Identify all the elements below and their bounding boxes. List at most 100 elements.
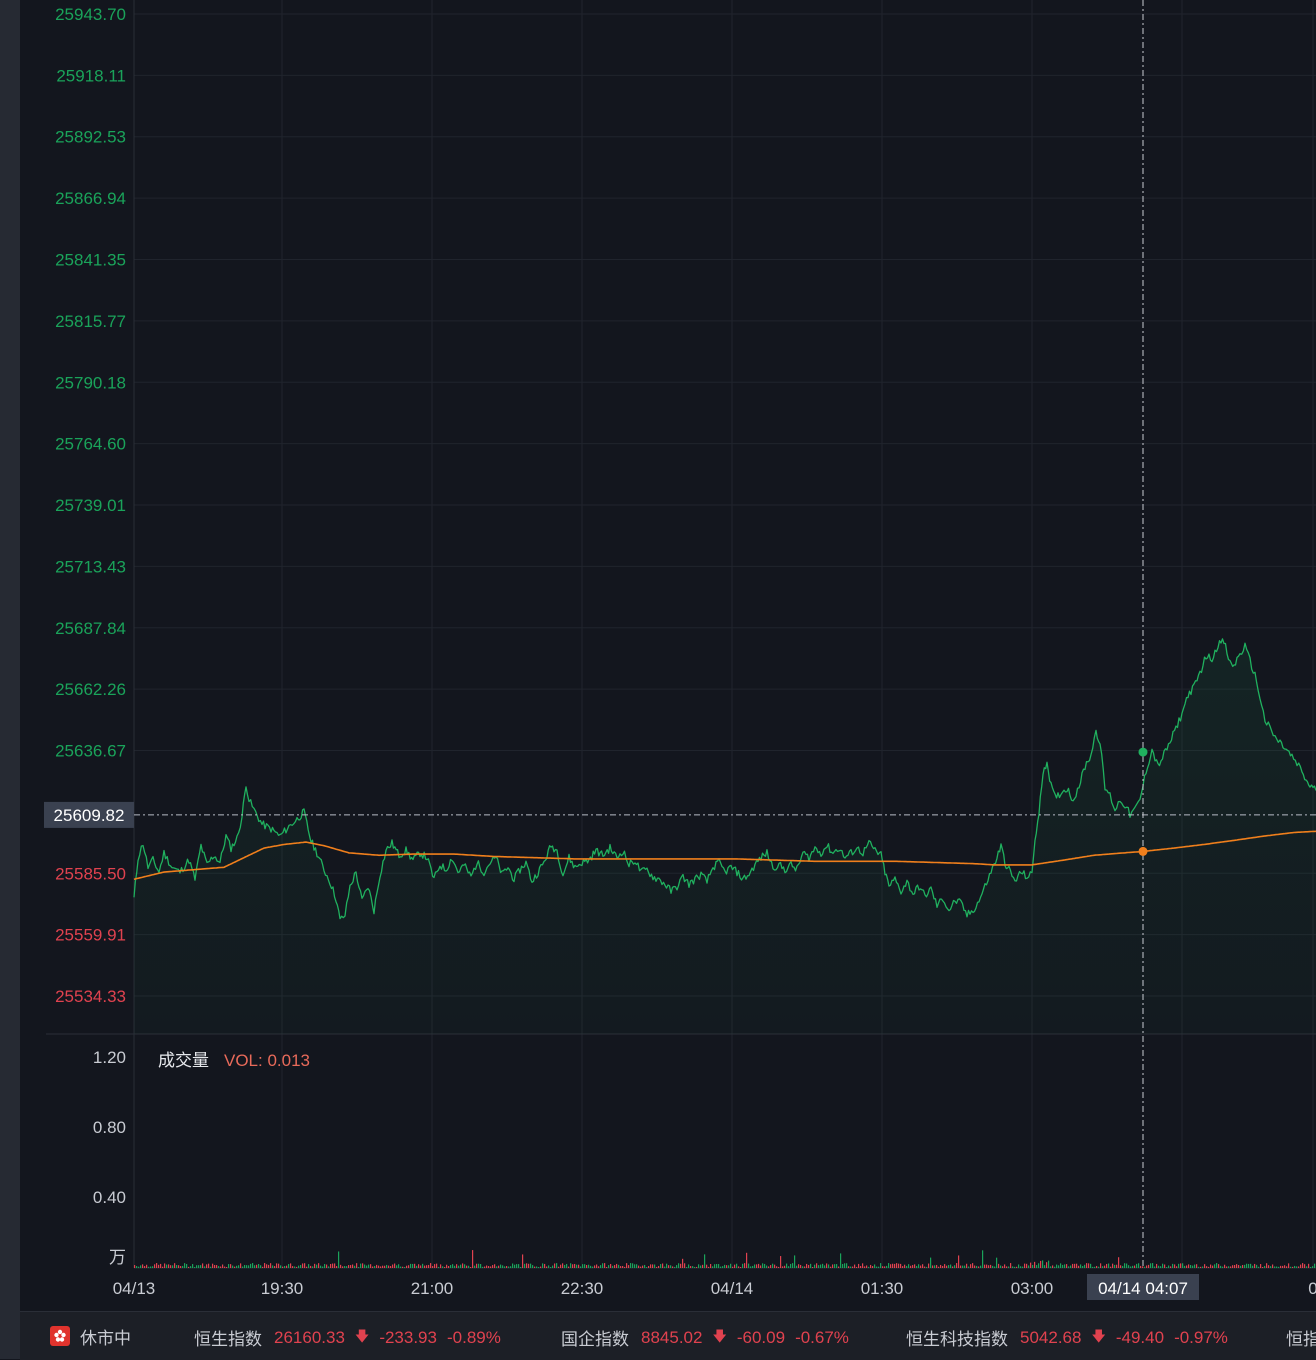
price-chart[interactable]: 25943.70 25918.11 25892.53 25866.94 25841.35… <box>20 0 1316 1310</box>
volume-bar <box>170 1265 172 1268</box>
volume-bar <box>1274 1266 1276 1268</box>
volume-bar <box>718 1264 720 1268</box>
volume-bar <box>526 1263 528 1268</box>
volume-bar <box>546 1266 548 1268</box>
volume-bar <box>214 1265 216 1268</box>
index-hstech[interactable]: 恒生科技指数 5042.68 🡇 -49.40 -0.97% <box>906 1325 1228 1350</box>
volume-bar <box>676 1265 678 1268</box>
price-line[interactable] <box>133 638 1316 920</box>
volume-bar <box>1040 1260 1042 1268</box>
average-line[interactable] <box>133 830 1316 881</box>
volume-bar <box>736 1263 738 1268</box>
volume-bar <box>396 1265 398 1268</box>
price-tick-label: 25764.60 <box>55 435 126 454</box>
volume-bar <box>638 1265 640 1268</box>
volume-bar <box>434 1264 436 1268</box>
chart-area[interactable]: 25943.70 25918.11 25892.53 25866.94 25841.35… <box>20 0 1316 1310</box>
volume-bar <box>1116 1264 1118 1268</box>
volume-bar <box>1232 1265 1234 1268</box>
volume-bar <box>1130 1266 1132 1268</box>
volume-bar <box>624 1266 626 1268</box>
volume-bar <box>1256 1264 1258 1268</box>
price-tick-label: 25585.50 <box>55 864 126 883</box>
volume-bar <box>1114 1264 1116 1268</box>
volume-bar <box>474 1265 476 1268</box>
volume-bar <box>1298 1266 1300 1268</box>
index-change: -60.09 <box>736 1327 786 1347</box>
volume-bar <box>1046 1262 1048 1268</box>
volume-bar <box>778 1266 780 1268</box>
volume-bar <box>1072 1263 1074 1268</box>
volume-bar <box>592 1266 594 1268</box>
volume-bar <box>360 1263 362 1268</box>
volume-bar <box>350 1265 352 1268</box>
volume-bar <box>846 1263 848 1268</box>
volume-bar <box>876 1266 878 1268</box>
volume-bar <box>996 1257 998 1268</box>
volume-bar <box>1084 1264 1086 1268</box>
volume-bar <box>510 1266 512 1268</box>
volume-bar <box>654 1264 656 1268</box>
volume-bar <box>764 1263 766 1268</box>
volume-bar <box>454 1265 456 1268</box>
volume-bar <box>1272 1264 1274 1268</box>
volume-bar <box>1300 1264 1302 1268</box>
index-hscei[interactable]: 国企指数 8845.02 🡇 -60.09 -0.67% <box>561 1325 849 1350</box>
volume-bar <box>898 1263 900 1268</box>
volume-bar <box>1186 1265 1188 1268</box>
volume-bar <box>326 1264 328 1268</box>
volume-bar <box>1200 1266 1202 1268</box>
volume-bar <box>552 1265 554 1268</box>
volume-bar <box>706 1264 708 1268</box>
volume-bar <box>290 1263 292 1268</box>
volume-bar <box>964 1265 966 1268</box>
volume-bar <box>442 1266 444 1268</box>
volume-bar <box>828 1264 830 1268</box>
volume-bar <box>1064 1264 1066 1268</box>
volume-bar <box>874 1264 876 1268</box>
index-name: 恒指 <box>1286 1330 1316 1349</box>
volume-bar <box>1018 1264 1020 1268</box>
volume-bar <box>468 1265 470 1268</box>
volume-bar <box>410 1263 412 1268</box>
volume-bar <box>298 1265 300 1268</box>
volume-bar <box>796 1265 798 1268</box>
volume-bar <box>636 1264 638 1268</box>
index-hsi-partial[interactable]: 恒指 <box>1286 1325 1316 1350</box>
volume-bar <box>382 1265 384 1268</box>
volume-bar <box>732 1266 734 1268</box>
volume-bar <box>448 1265 450 1268</box>
volume-bar <box>628 1265 630 1268</box>
volume-bar <box>1208 1266 1210 1268</box>
left-sidebar-strip <box>0 0 20 1359</box>
index-hsi[interactable]: 恒生指数 26160.33 🡇 -233.93 -0.89% <box>194 1325 501 1350</box>
price-tick-label: 25815.77 <box>55 312 126 331</box>
volume-bar <box>1054 1266 1056 1268</box>
volume-bar <box>252 1263 254 1268</box>
volume-bar <box>140 1265 142 1268</box>
volume-bar <box>408 1265 410 1268</box>
volume-bar <box>1176 1266 1178 1268</box>
volume-bar <box>314 1263 316 1268</box>
volume-bar <box>558 1266 560 1268</box>
reference-price-tag <box>44 801 134 828</box>
volume-bar <box>470 1266 472 1268</box>
volume-bar <box>994 1266 996 1268</box>
time-tick-label: 01:30 <box>861 1279 904 1298</box>
volume-bar <box>1290 1266 1292 1268</box>
down-arrow-icon: 🡇 <box>354 1327 370 1344</box>
volume-bar <box>962 1265 964 1268</box>
volume-bar <box>508 1266 510 1268</box>
volume-bar <box>1202 1266 1204 1268</box>
volume-bar <box>1292 1266 1294 1268</box>
volume-bar <box>880 1263 882 1268</box>
volume-bar <box>486 1265 488 1268</box>
volume-bar <box>1282 1265 1284 1268</box>
price-tick-label: 25534.33 <box>55 987 126 1006</box>
volume-bar <box>1184 1265 1186 1268</box>
volume-bar <box>538 1266 540 1268</box>
index-percent: -0.67% <box>795 1327 849 1347</box>
volume-bar <box>1190 1264 1192 1268</box>
volume-bar <box>956 1263 958 1268</box>
volume-bar <box>1222 1266 1224 1268</box>
